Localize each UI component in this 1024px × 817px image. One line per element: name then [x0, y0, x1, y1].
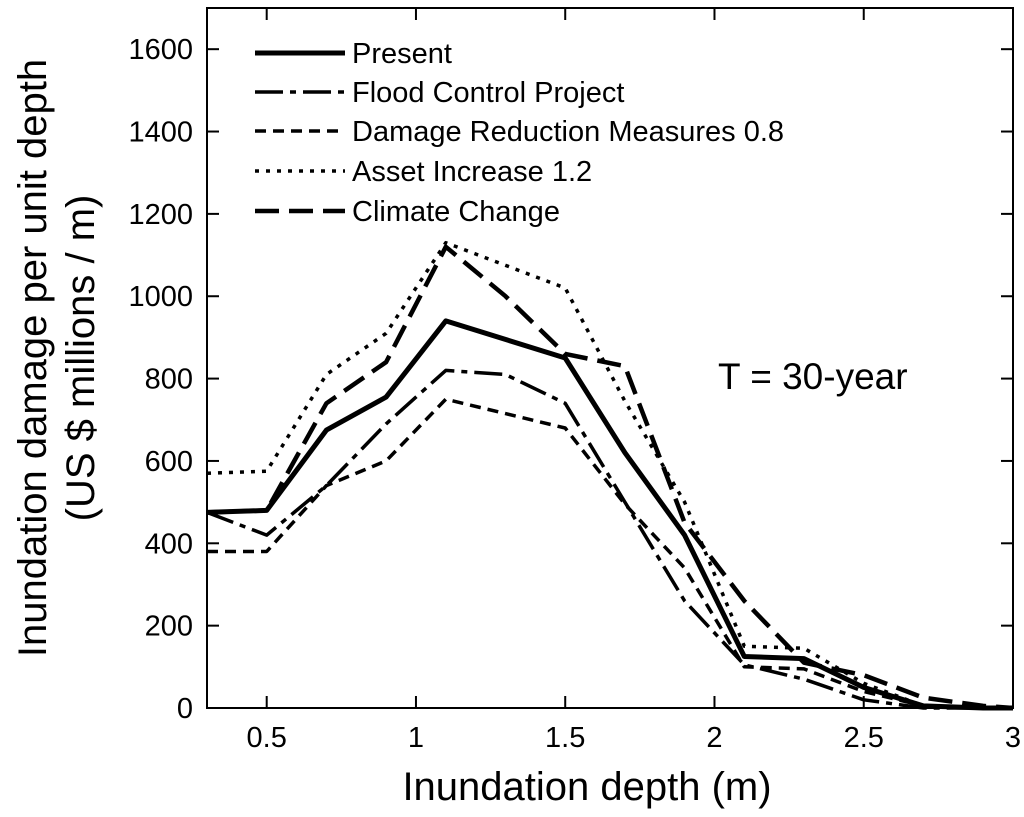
plot-frame [206, 7, 1014, 709]
y-axis-title-line2: (US $ millions / m) [59, 195, 103, 522]
x-tick-label: 2 [706, 722, 722, 754]
y-tick-label: 600 [145, 446, 193, 478]
y-tick-label: 200 [145, 611, 193, 643]
legend-label-climate-change: Climate Change [352, 196, 560, 228]
x-tick-label: 1.5 [545, 722, 585, 754]
annotation-return-period: T = 30-year [718, 356, 908, 397]
y-tick-label: 0 [177, 693, 193, 725]
y-tick-labels: 0 200 400 600 800 1000 1200 1400 1600 [128, 34, 193, 725]
y-tick-label: 1200 [128, 199, 193, 231]
y-axis-title-line1: Inundation damage per unit depth [11, 59, 55, 657]
x-tick-label: 0.5 [247, 722, 287, 754]
legend-label-asset-increase: Asset Increase 1.2 [352, 156, 592, 188]
x-axis-title: Inundation depth (m) [402, 765, 771, 809]
series-lines [206, 240, 1014, 711]
legend-label-damage-reduction: Damage Reduction Measures 0.8 [352, 116, 784, 148]
series-line-flood-control-project [206, 368, 1013, 710]
y-tick-label: 1000 [128, 281, 193, 313]
x-tick-label: 1 [408, 722, 424, 754]
legend: Present Flood Control Project Damage Red… [255, 38, 784, 228]
legend-label-present: Present [352, 38, 452, 70]
legend-label-flood-control-project: Flood Control Project [352, 77, 624, 109]
y-tick-label: 1400 [128, 117, 193, 149]
axis-ticks [207, 8, 1014, 709]
y-tick-label: 1600 [128, 34, 193, 66]
series-line-damage-reduction-measures-0-8 [207, 397, 1013, 710]
x-tick-label: 2.5 [844, 722, 884, 754]
series-line-climate-change [206, 244, 1014, 711]
y-tick-label: 400 [145, 528, 193, 560]
x-tick-labels: 0.5 1 1.5 2 2.5 3 [247, 722, 1022, 754]
x-tick-label: 3 [1005, 722, 1021, 754]
series-line-present [206, 318, 1013, 711]
y-tick-label: 800 [145, 364, 193, 396]
